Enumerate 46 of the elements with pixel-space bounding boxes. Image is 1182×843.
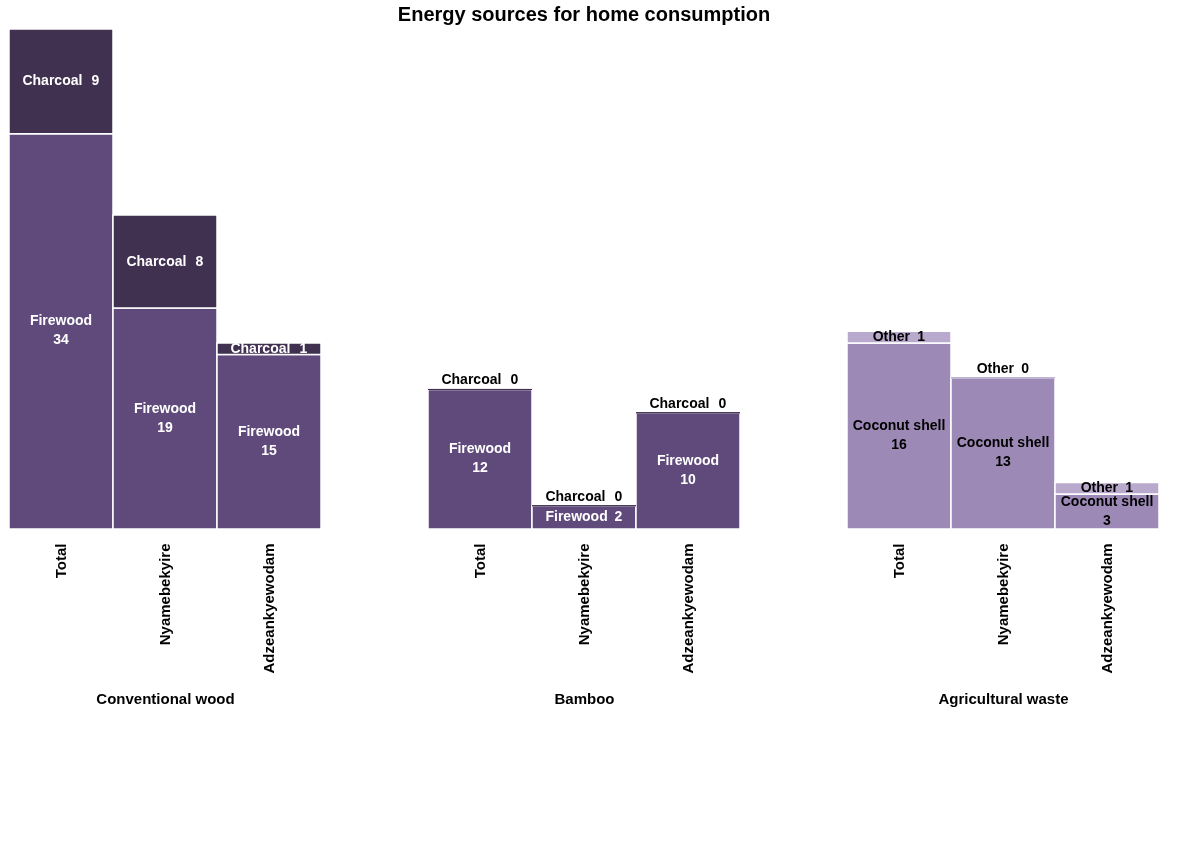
x-tick-label: Adzeankyewodam	[1098, 543, 1115, 674]
data-label: 3	[1103, 511, 1112, 528]
series-label: Firewood	[545, 508, 608, 525]
text: Charcoal	[22, 72, 83, 89]
text: Charcoal	[545, 487, 606, 504]
data-label: 0	[1021, 359, 1030, 376]
data-label: 1	[299, 339, 308, 356]
data-label: 8	[195, 252, 204, 269]
text: Other	[872, 328, 910, 345]
series-label: Charcoal	[230, 339, 291, 356]
data-label: 9	[91, 72, 100, 89]
text: Charcoal	[126, 252, 187, 269]
data-label: 16	[891, 435, 907, 452]
data-label: 0	[718, 394, 727, 411]
text: Firewood	[237, 422, 301, 439]
x-tick-label: Adzeankyewodam	[679, 543, 696, 674]
data-label: 34	[53, 331, 69, 348]
text: Other	[976, 359, 1014, 376]
x-tick-label: Total	[52, 543, 69, 579]
x-tick-label: Nyamebekyire	[575, 543, 592, 646]
series-label: Firewood	[29, 312, 93, 329]
data-label: 19	[157, 418, 173, 435]
x-tick-label: Total	[471, 543, 488, 579]
text: Coconut shell	[956, 434, 1050, 451]
data-label: 2	[614, 508, 623, 525]
x-tick-label: Adzeankyewodam	[260, 543, 277, 674]
x-axis-title: Conventional wood	[96, 689, 235, 707]
x-tick-label: Nyamebekyire	[156, 543, 173, 646]
x-axis-title: Bamboo	[554, 689, 615, 707]
text: Firewood	[656, 451, 720, 468]
chart-title: Energy sources for home consumption	[397, 3, 771, 25]
x-axis-title: Agricultural waste	[938, 689, 1069, 707]
data-label: 10	[680, 470, 696, 487]
data-label: 1	[917, 328, 926, 345]
x-tick-label: Nyamebekyire	[994, 543, 1011, 646]
x-tick-label: Total	[890, 543, 907, 579]
text: Firewood	[133, 399, 197, 416]
text: Charcoal	[649, 394, 710, 411]
data-label: 0	[510, 371, 519, 388]
data-label: 12	[472, 459, 488, 476]
data-label: 13	[995, 453, 1011, 470]
text: Firewood	[448, 440, 512, 457]
data-label: 0	[614, 487, 623, 504]
data-label: 15	[261, 441, 277, 458]
text: Coconut shell	[852, 416, 946, 433]
series-label: Charcoal	[441, 371, 502, 388]
